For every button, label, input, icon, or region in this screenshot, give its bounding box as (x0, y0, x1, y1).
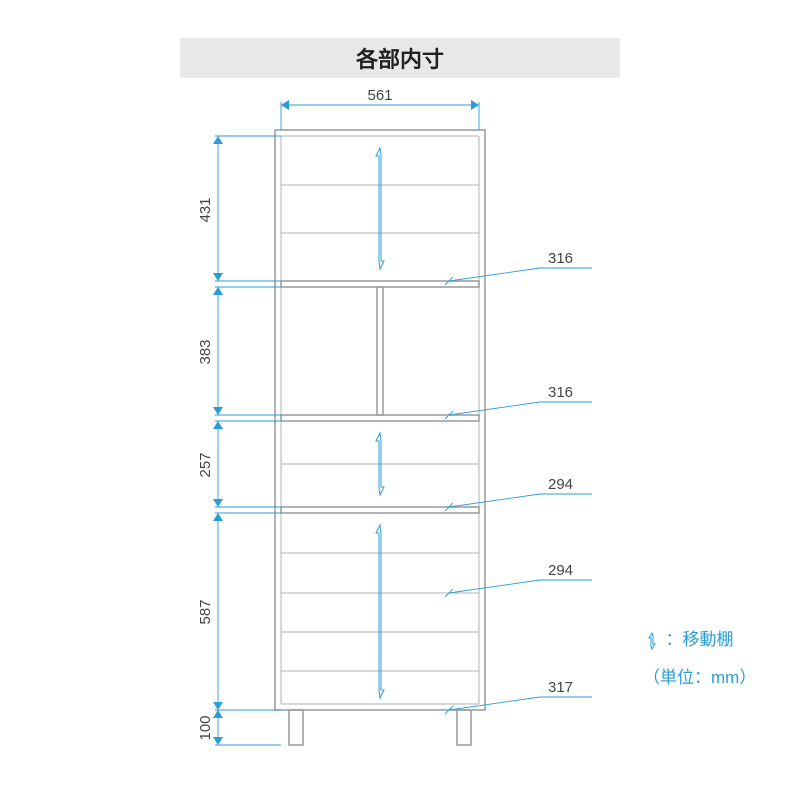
svg-text:587: 587 (197, 599, 214, 624)
svg-text:383: 383 (197, 339, 214, 364)
svg-text:316: 316 (548, 384, 573, 401)
svg-text:316: 316 (548, 250, 573, 267)
svg-text:317: 317 (548, 679, 573, 696)
legend-unit-row: （単位：mm） (643, 663, 756, 688)
svg-text:294: 294 (548, 562, 573, 579)
legend-unit-label: （単位：mm） (643, 668, 756, 687)
svg-text:294: 294 (548, 476, 573, 493)
svg-text:561: 561 (367, 87, 392, 104)
legend-symbol-row: ：移動棚 (643, 625, 733, 651)
svg-text:431: 431 (197, 197, 214, 222)
svg-text:100: 100 (197, 715, 214, 740)
legend-movable-label: ：移動棚 (665, 630, 733, 649)
svg-text:257: 257 (197, 452, 214, 477)
